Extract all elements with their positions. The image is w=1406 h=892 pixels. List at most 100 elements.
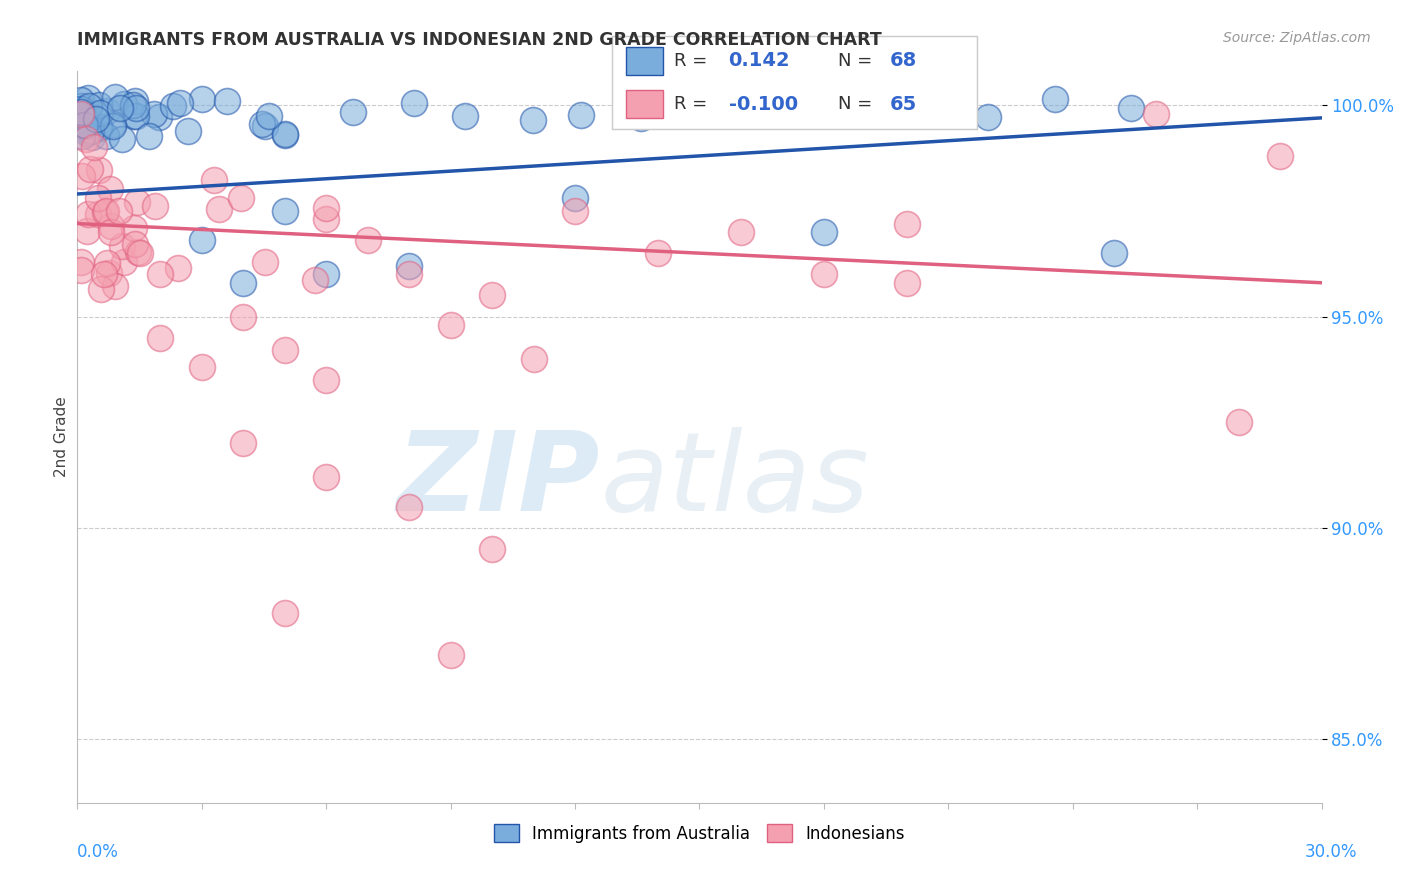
Point (76, 126, 98, 140)
Point (98, 267, 121, 281)
Point (481, 542, 503, 557)
Point (481, 288, 503, 302)
Point (896, 217, 918, 231)
Point (1121, 102, 1143, 116)
Point (101, 117, 124, 131)
Point (94, 128, 117, 143)
Point (104, 90, 127, 104)
Point (80, 123, 103, 137)
Point (1045, 92, 1067, 106)
Point (87, 98, 110, 112)
Point (523, 351, 546, 366)
Y-axis label: 2nd Grade: 2nd Grade (53, 397, 69, 477)
Point (70, 93, 93, 107)
Point (254, 255, 277, 269)
Point (112, 97, 135, 112)
Point (896, 276, 918, 290)
Text: 30.0%: 30.0% (1305, 843, 1357, 861)
Point (813, 225, 835, 239)
Point (685, 91, 707, 105)
Point (70, 105, 93, 120)
Point (79, 115, 101, 129)
Point (70, 106, 93, 120)
Point (162, 99, 184, 113)
Point (76, 224, 98, 238)
Point (342, 104, 364, 119)
Text: N =: N = (838, 52, 873, 70)
Point (149, 268, 172, 282)
Text: R =: R = (673, 52, 707, 70)
Text: atlas: atlas (600, 427, 869, 534)
Point (125, 109, 148, 123)
Point (202, 173, 225, 187)
Point (273, 343, 295, 358)
Point (127, 244, 149, 259)
Point (124, 236, 146, 251)
Point (142, 106, 165, 120)
Point (564, 203, 586, 218)
Point (100, 225, 122, 239)
Point (94, 205, 117, 219)
Point (87, 191, 110, 205)
Bar (626, 90, 662, 118)
Point (70, 99, 93, 113)
Point (208, 202, 231, 216)
Point (273, 606, 295, 620)
Point (315, 268, 337, 282)
Point (108, 101, 131, 115)
Text: ZIP: ZIP (396, 427, 600, 534)
Point (190, 360, 214, 375)
Point (104, 279, 127, 293)
Point (398, 268, 420, 282)
Point (630, 111, 652, 125)
Point (75, 132, 97, 146)
Point (304, 273, 326, 287)
Point (87, 163, 110, 178)
Point (569, 108, 592, 122)
Point (84, 112, 107, 126)
Text: 0.0%: 0.0% (77, 843, 120, 861)
Text: IMMIGRANTS FROM AUSTRALIA VS INDONESIAN 2ND GRADE CORRELATION CHART: IMMIGRANTS FROM AUSTRALIA VS INDONESIAN … (77, 31, 882, 49)
Point (79, 118, 101, 132)
Point (728, 95, 751, 109)
Point (98, 182, 121, 196)
Point (402, 95, 425, 110)
Point (253, 119, 276, 133)
Point (75, 118, 97, 132)
Point (107, 203, 129, 218)
Point (813, 268, 835, 282)
Point (232, 310, 254, 324)
Point (103, 119, 125, 133)
Point (232, 276, 254, 290)
Point (439, 318, 461, 332)
Point (439, 648, 461, 662)
Point (83, 140, 105, 154)
Text: 65: 65 (890, 95, 917, 113)
Point (79, 161, 101, 176)
Legend: Immigrants from Australia, Indonesians: Immigrants from Australia, Indonesians (488, 818, 911, 849)
Point (70, 102, 93, 116)
Point (89, 105, 111, 120)
Point (522, 113, 544, 128)
Point (124, 101, 146, 115)
Text: Source: ZipAtlas.com: Source: ZipAtlas.com (1223, 31, 1371, 45)
Point (252, 117, 274, 131)
Point (100, 219, 122, 233)
Point (70, 169, 93, 184)
Point (90, 282, 112, 296)
Point (93, 268, 115, 282)
Point (1227, 415, 1250, 429)
Point (977, 111, 1000, 125)
Text: 0.142: 0.142 (728, 52, 790, 70)
Point (357, 234, 380, 248)
Point (138, 129, 160, 144)
Point (730, 225, 752, 239)
Point (647, 246, 669, 260)
Point (87, 207, 110, 221)
Point (257, 109, 280, 123)
Point (73, 118, 96, 132)
Point (454, 109, 477, 123)
Point (315, 373, 337, 387)
Point (128, 246, 150, 260)
Point (89, 120, 111, 135)
